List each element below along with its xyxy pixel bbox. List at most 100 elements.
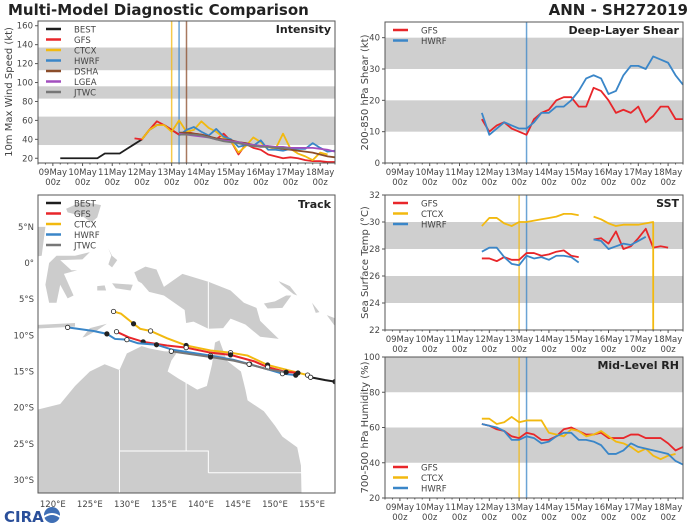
track-point-best [307,374,314,380]
intensity-ytick-label: 160 [17,22,33,32]
rh-xtick-label-hour: 00z [511,513,527,523]
legend-label-lgea: LGEA [74,78,97,88]
legend-label-gfs: GFS [421,464,438,474]
legend-label-ctcx: CTCX [74,47,97,57]
legend-label-hwrf: HWRF [74,57,100,67]
rh-xtick-label-hour: 00z [482,513,498,523]
rh-series-hwrf [481,423,684,466]
sst-ytick-label: 32 [369,191,380,201]
rh-xtick-label-date: 12May [475,503,503,513]
legend-label-gfs: GFS [421,27,438,37]
track-lat-tick-label: 5°N [18,223,34,233]
sst-xtick-label-hour: 00z [482,345,498,355]
shear-xtick-label-date: 16May [594,168,622,178]
land-new-britain [263,295,292,309]
intensity-xtick-label-date: 17May [276,168,304,178]
track-lat-tick-label: 20°S [14,404,34,414]
shear-xtick-label-date: 09May [386,168,414,178]
land-australia [38,340,302,493]
shear-xtick-label-date: 17May [624,168,652,178]
legend-label-dsha: DSHA [74,68,98,78]
shear-xtick-label-date: 12May [475,168,503,178]
sst-ytick-label: 24 [369,299,380,309]
track-lat-tick-label: 5°S [19,295,34,305]
sst-ytick-label: 28 [369,245,380,255]
track-lat-tick-label: 25°S [14,440,34,450]
intensity-xtick-label-hour: 00z [164,178,180,188]
sst-xtick-label-date: 10May [416,335,444,345]
rh-ytick-label: 20 [369,494,380,504]
cira-logo-wave-icon [43,513,61,518]
sst-xtick-label-hour: 00z [422,345,438,355]
track-point-hwrf [104,331,110,337]
shear-xtick-label-date: 15May [565,168,593,178]
track-point-gfs [227,352,234,358]
sst-series-gfs [593,227,669,250]
figure-title: Multi-Model Diagnostic Comparison [8,1,309,19]
track-point-ctcx [110,308,117,315]
intensity-series-ctcx [141,119,328,162]
sst-series-ctcx [593,215,655,330]
shear-title: Deep-Layer Shear [568,24,679,37]
rh-xtick-label-date: 11May [445,503,473,513]
land-new-guinea [134,266,279,339]
intensity-xtick-label-hour: 00z [134,178,150,188]
intensity-ytick-label: 80 [22,97,33,107]
sst-xtick-label-date: 14May [535,335,563,345]
legend-label-hwrf: HWRF [421,485,447,495]
legend-label-ctcx: CTCX [421,474,444,484]
track-lat-tick-label: 15°S [14,367,34,377]
intensity-series-hwrf [178,126,336,153]
land-mindanao [66,201,101,223]
land-solomons-a [312,302,320,313]
sst-ytick-label: 30 [369,218,380,228]
rh-xtick-label-hour: 00z [631,513,647,523]
track-lat-tick-label: 30°S [14,476,34,486]
intensity-ylabel: 10m Max Wind Speed (kt) [4,27,15,157]
sst-xtick-label-hour: 00z [571,345,587,355]
shear-ytick-label: 40 [369,34,380,44]
legend-label-ctcx: CTCX [74,221,97,231]
track-point-hwrf [293,372,299,378]
legend-label-hwrf: HWRF [421,37,447,47]
legend-label-jtwc: JTWC [73,242,96,252]
legend-label-jtwc: JTWC [73,89,96,99]
track-lon-tick-label: 145°E [225,500,251,510]
rh-xtick-label-date: 10May [416,503,444,513]
rh-xtick-label-date: 15May [565,503,593,513]
sst-xtick-label-date: 17May [624,335,652,345]
sst-xtick-label-date: 13May [505,335,533,345]
rh-ytick-label: 60 [369,424,380,434]
track-lon-tick-label: 140°E [188,500,214,510]
shear-xtick-label-date: 11May [445,168,473,178]
shear-xtick-label-hour: 00z [541,178,557,188]
sst-ytick-label: 26 [369,272,380,282]
cira-logo: CIRA [4,507,61,526]
intensity-xtick-label-date: 18May [306,168,334,178]
rh-xtick-label-hour: 00z [422,513,438,523]
intensity-xtick-label-hour: 00z [253,178,269,188]
track-line-gfs [116,330,299,374]
rh-series-ctcx [481,416,676,461]
sst-panel: 22242628303209May00z10May00z11May00z12Ma… [360,191,684,355]
land-seram [112,283,133,291]
sst-xtick-label-hour: 00z [511,345,527,355]
intensity-xtick-label-hour: 00z [105,178,121,188]
sst-xtick-label-date: 15May [565,335,593,345]
shear-series-hwrf [480,55,684,136]
rh-xtick-label-date: 09May [386,503,414,513]
shear-xtick-label-hour: 00z [571,178,587,188]
track-point-hwrf [153,342,160,348]
rh-xtick-label-date: 13May [505,503,533,513]
rh-xtick-label-date: 17May [624,503,652,513]
land-sulawesi [45,252,90,303]
track-map [38,201,335,493]
rh-panel: 2040608010009May00z10May00z11May00z12May… [360,353,684,523]
intensity-ytick-label: 40 [22,135,33,145]
rh-xtick-label-hour: 00z [660,513,676,523]
shear-xtick-label-hour: 00z [601,178,617,188]
track-point-hwrf [124,337,130,343]
intensity-xtick-label-hour: 00z [313,178,329,188]
sst-xtick-label-date: 12May [475,335,503,345]
